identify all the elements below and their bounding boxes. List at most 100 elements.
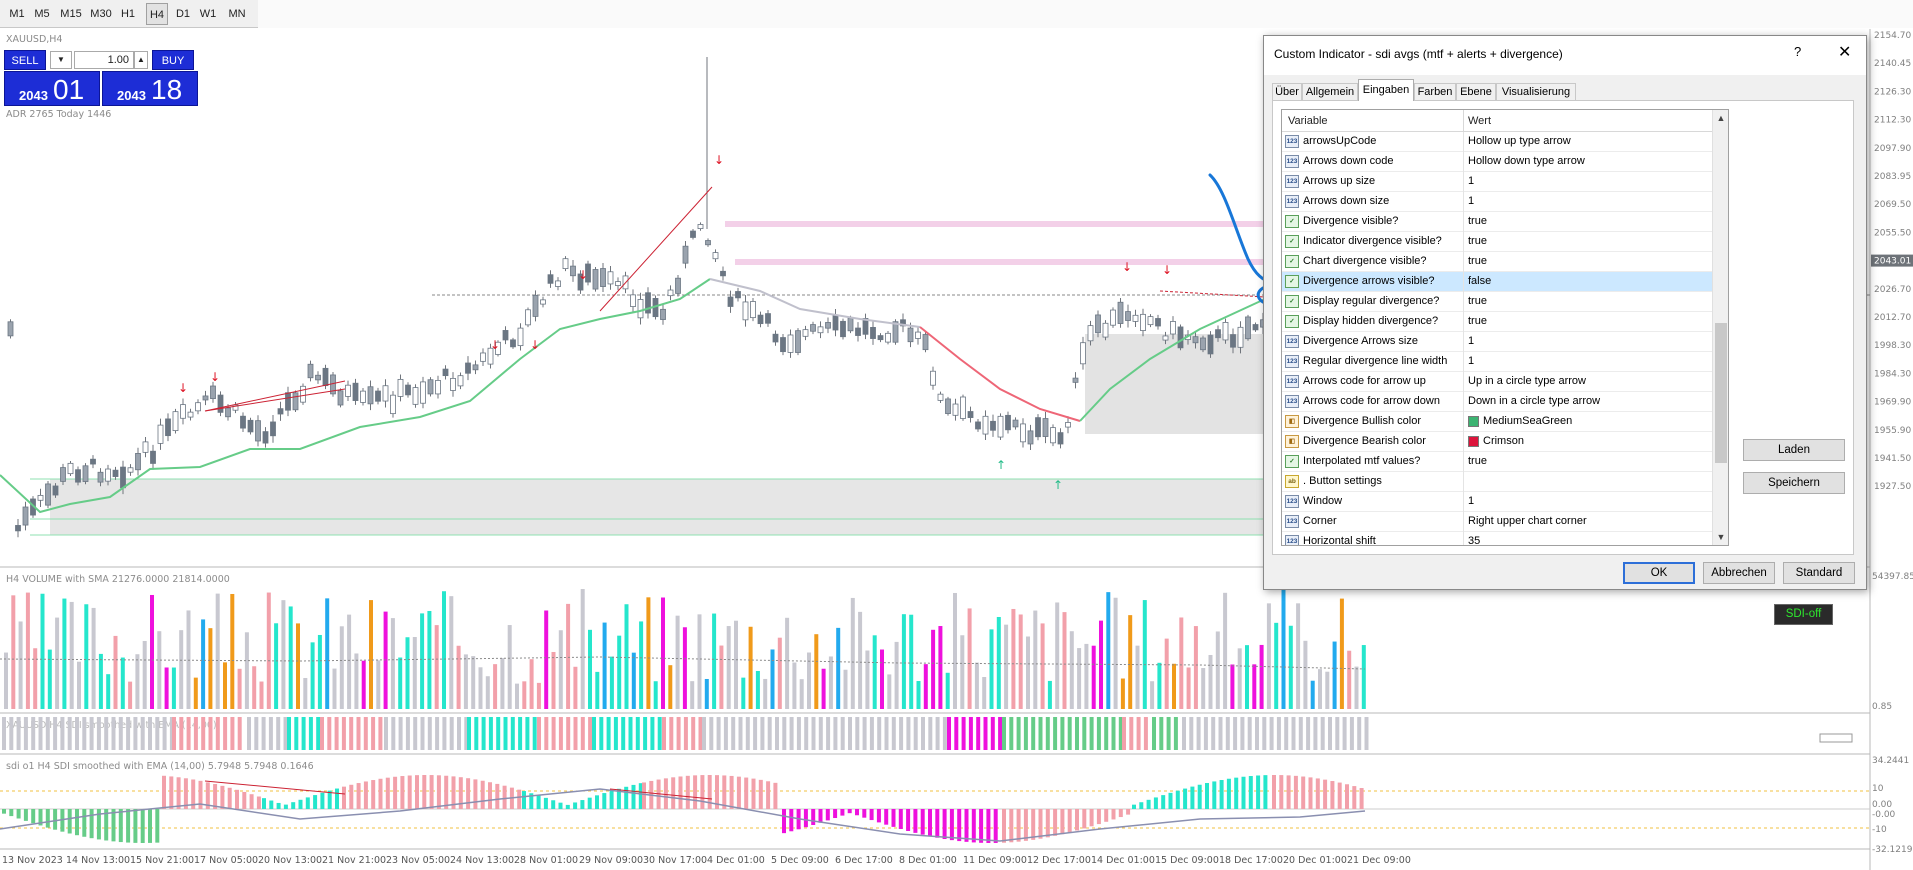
input-row[interactable]: 123 arrowsUpCode Hollow up type arrow (1282, 132, 1712, 152)
volume-bar (1077, 648, 1082, 709)
input-value[interactable]: Hollow up type arrow (1468, 135, 1571, 147)
help-icon[interactable]: ? (1794, 44, 1802, 59)
oscillator-bar (685, 775, 690, 809)
input-row[interactable]: ✓ Interpolated mtf values? true (1282, 452, 1712, 472)
tab-ebene[interactable]: Ebene (1456, 83, 1496, 101)
inputs-scrollbar[interactable]: ▲ ▼ (1712, 110, 1728, 545)
timeframe-button-m30[interactable]: M30 (90, 8, 112, 20)
tab-allgemein[interactable]: Allgemein (1302, 83, 1358, 101)
color-swatch[interactable] (1468, 416, 1479, 427)
color-swatch[interactable] (1468, 436, 1479, 447)
cancel-button[interactable]: Abbrechen (1703, 562, 1775, 584)
sdi-histogram-bar (818, 717, 823, 750)
save-preset-button[interactable]: Speichern (1743, 472, 1845, 494)
input-value[interactable]: Hollow down type arrow (1468, 155, 1585, 167)
input-row[interactable]: 123 Regular divergence line width 1 (1282, 352, 1712, 372)
candle-body (577, 273, 584, 291)
input-value[interactable]: true (1468, 315, 1487, 327)
close-icon[interactable]: ✕ (1838, 44, 1852, 61)
input-row[interactable]: ✓ Chart divergence visible? true (1282, 252, 1712, 272)
input-value[interactable]: 1 (1468, 195, 1475, 207)
volume-bar (120, 657, 125, 709)
input-row[interactable]: ✓ Display regular divergence? true (1282, 292, 1712, 312)
input-row[interactable]: ◧ Divergence Bearish color Crimson (1282, 432, 1712, 452)
tab-farben[interactable]: Farben (1414, 83, 1456, 101)
input-value[interactable]: 1 (1468, 495, 1475, 507)
scroll-down-icon[interactable]: ▼ (1716, 532, 1726, 542)
input-value[interactable]: Up in a circle type arrow (1468, 375, 1586, 387)
scroll-up-icon[interactable]: ▲ (1716, 113, 1726, 123)
input-row[interactable]: 123 Arrows code for arrow up Up in a circl… (1282, 372, 1712, 392)
oscillator-bar (378, 778, 383, 809)
default-button[interactable]: Standard (1783, 562, 1855, 584)
scrollbar-thumb[interactable] (1715, 323, 1727, 463)
tab-eingaben[interactable]: Eingaben (1358, 79, 1414, 101)
input-value[interactable]: MediumSeaGreen (1483, 415, 1573, 427)
column-divider (1463, 152, 1464, 172)
tab-uber[interactable]: Über (1272, 83, 1302, 101)
input-row[interactable]: ✓ Indicator divergence visible? true (1282, 232, 1712, 252)
input-row[interactable]: 123 Arrows down code Hollow down type arro… (1282, 152, 1712, 172)
timeframe-button-w1[interactable]: W1 (199, 8, 217, 20)
ok-button[interactable]: OK (1623, 562, 1695, 584)
input-row[interactable]: ✓ Divergence visible? true (1282, 212, 1712, 232)
input-value[interactable]: false (1468, 275, 1492, 287)
timeframe-button-m15[interactable]: M15 (60, 8, 82, 20)
sdi-histogram-bar (635, 717, 640, 750)
volume-bar (1303, 640, 1308, 709)
column-header-variable[interactable]: Variable (1288, 115, 1328, 127)
timeframe-button-h1[interactable]: H1 (120, 8, 136, 20)
candle-body (45, 483, 51, 506)
input-value[interactable]: 35 (1468, 535, 1481, 546)
input-row[interactable]: ab . Button settings (1282, 472, 1712, 492)
timeframe-button-h4[interactable]: H4 (146, 3, 168, 25)
input-value[interactable]: 1 (1468, 335, 1475, 347)
lot-spin-up-icon[interactable]: ▲ (134, 51, 148, 69)
lot-size-input[interactable]: 1.00 (74, 51, 134, 69)
sdi-histogram-bar (133, 717, 138, 750)
column-divider (1463, 292, 1464, 312)
timeframe-button-mn[interactable]: MN (228, 8, 246, 20)
volume-bar (1237, 648, 1242, 709)
input-row[interactable]: 123 Window 1 (1282, 492, 1712, 512)
tab-visualisierung[interactable]: Visualisierung (1496, 83, 1576, 101)
timeframe-button-m5[interactable]: M5 (34, 8, 50, 20)
input-value[interactable]: Right upper chart corner (1468, 515, 1587, 527)
input-value[interactable]: true (1468, 255, 1487, 267)
column-header-value[interactable]: Wert (1468, 115, 1492, 127)
input-row[interactable]: ◧ Divergence Bullish color MediumSeaGreen (1282, 412, 1712, 432)
input-value[interactable]: true (1468, 215, 1487, 227)
input-row[interactable]: 123 Arrows up size 1 (1282, 172, 1712, 192)
lot-dropdown-icon[interactable]: ▼ (50, 51, 72, 69)
volume-bar (237, 668, 242, 709)
input-row[interactable]: 123 Corner Right upper chart corner (1282, 512, 1712, 532)
sell-button[interactable]: SELL (4, 50, 46, 70)
input-row[interactable]: ✓ Display hidden divergence? true (1282, 312, 1712, 332)
input-value[interactable]: 1 (1468, 355, 1475, 367)
input-row[interactable]: 123 Arrows code for arrow down Down in a c… (1282, 392, 1712, 412)
input-value[interactable]: true (1468, 455, 1487, 467)
input-value[interactable]: 1 (1468, 175, 1475, 187)
load-button[interactable]: Laden (1743, 439, 1845, 461)
input-row[interactable]: 123 Arrows down size 1 (1282, 192, 1712, 212)
buy-button[interactable]: BUY (152, 50, 194, 70)
oscillator-bar (935, 809, 940, 838)
timeframe-button-m1[interactable]: M1 (9, 8, 25, 20)
input-row[interactable]: 123 Divergence Arrows size 1 (1282, 332, 1712, 352)
input-value[interactable]: Crimson (1483, 435, 1524, 447)
input-value[interactable]: true (1468, 235, 1487, 247)
sdi-off-button[interactable]: SDI-off (1774, 604, 1833, 625)
bid-price-button[interactable]: 2043 01 (4, 71, 100, 106)
timeframe-button-d1[interactable]: D1 (175, 8, 191, 20)
input-value[interactable]: true (1468, 295, 1487, 307)
candle-body (217, 394, 224, 413)
input-row[interactable]: ✓ Divergence arrows visible? false (1282, 272, 1712, 292)
input-row[interactable]: 123 Horizontal shift 35 (1282, 532, 1712, 546)
oscillator-bar (1286, 775, 1291, 809)
chart-canvas[interactable]: ↓ ↓ ↓ ↓ ↓ ↓ ↓ ↓ ↑ ↑ 2154.70 2140.45 2126.30 2112.30 20… (0, 29, 1913, 870)
ask-price-button[interactable]: 2043 18 (102, 71, 198, 106)
oscillator-bar (1060, 809, 1065, 835)
sdi-histogram-bar (848, 717, 852, 750)
input-value[interactable]: Down in a circle type arrow (1468, 395, 1601, 407)
inputs-table[interactable]: Variable Wert 123 arrowsUpCode Hollow up t… (1281, 109, 1729, 546)
